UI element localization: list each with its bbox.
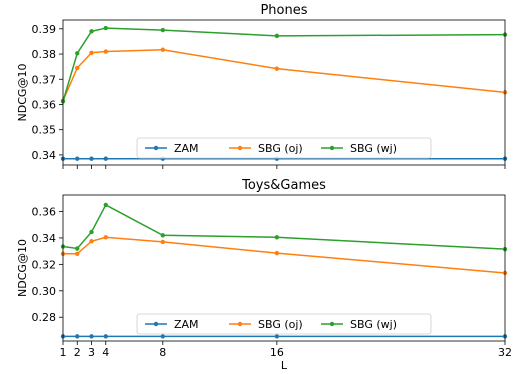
x-tick-label: 4 (102, 346, 109, 359)
legend-marker (153, 321, 159, 327)
data-point (274, 334, 280, 339)
series-line-1 (63, 236, 506, 274)
data-point (75, 246, 80, 251)
y-tick-label: 0.34 (32, 149, 57, 162)
y-tick-label: 0.32 (32, 258, 57, 271)
y-tick-label: 0.38 (32, 48, 57, 61)
data-point (160, 27, 166, 33)
plot-frame (62, 19, 506, 166)
y-tick-label: 0.36 (32, 98, 57, 111)
legend: ZAM SBG (oj) SBG (wj) (136, 137, 432, 159)
x-tick-label: 3 (88, 346, 95, 359)
x-tick-label: 1 (60, 346, 67, 359)
chart-title: Phones (260, 3, 307, 18)
data-point (89, 29, 94, 34)
legend-frame (136, 137, 432, 159)
data-point (103, 334, 108, 339)
data-point (103, 49, 108, 54)
data-point (75, 251, 80, 256)
legend-label: ZAM (174, 142, 199, 155)
plot-frame (62, 194, 506, 342)
x-tick-label: 16 (270, 346, 284, 359)
legend-label: SBG (wj) (350, 142, 397, 155)
data-point (75, 156, 80, 161)
data-point (89, 229, 94, 235)
data-point (75, 51, 80, 56)
legend-label: SBG (oj) (258, 318, 303, 331)
x-tick-label: 32 (498, 346, 512, 359)
y-tick-label: 0.35 (32, 124, 57, 137)
y-tick-label: 0.28 (32, 311, 57, 324)
data-point (75, 65, 80, 71)
data-point (274, 66, 280, 71)
y-tick-label: 0.36 (32, 206, 57, 219)
legend-marker (237, 321, 243, 327)
series-line-1 (62, 49, 506, 101)
data-point (160, 233, 166, 238)
legend-marker (237, 145, 243, 151)
y-tick-label: 0.30 (32, 285, 57, 298)
x-axis-label: L (281, 359, 288, 372)
legend-marker (329, 321, 335, 327)
x-tick-label: 8 (159, 346, 166, 359)
chart-title: Toys&Games (241, 178, 326, 193)
data-point (160, 47, 166, 52)
series-line-2 (62, 27, 506, 102)
legend-label: SBG (wj) (350, 318, 397, 331)
y-tick-label: 0.37 (32, 73, 57, 86)
series-line-2 (62, 203, 506, 250)
data-point (89, 156, 94, 161)
data-point (103, 25, 108, 31)
data-point (103, 156, 108, 161)
legend: ZAM SBG (oj) SBG (wj) (136, 313, 432, 335)
data-point (75, 334, 80, 339)
data-point (274, 235, 280, 240)
panel-0: Phones NDCG@10 0.34 0.35 0.36 0.37 0.38 0.39 ZAM… (16, 3, 508, 169)
legend-label: ZAM (174, 318, 199, 331)
data-point (274, 250, 280, 256)
data-point (160, 334, 166, 339)
legend-marker (153, 145, 159, 151)
y-axis-label: NDCG@10 (16, 239, 29, 297)
data-point (103, 235, 108, 240)
legend-frame (136, 313, 432, 335)
legend-marker (329, 145, 335, 151)
y-tick-label: 0.34 (32, 232, 57, 245)
legend-label: SBG (oj) (258, 142, 303, 155)
data-point (103, 202, 108, 208)
data-point (274, 33, 280, 39)
data-point (89, 334, 94, 339)
data-point (160, 239, 166, 245)
data-point (89, 50, 94, 55)
y-tick-label: 0.39 (32, 23, 57, 36)
x-tick-label: 2 (74, 346, 81, 359)
data-point (89, 239, 94, 244)
y-axis-label: NDCG@10 (16, 64, 29, 122)
